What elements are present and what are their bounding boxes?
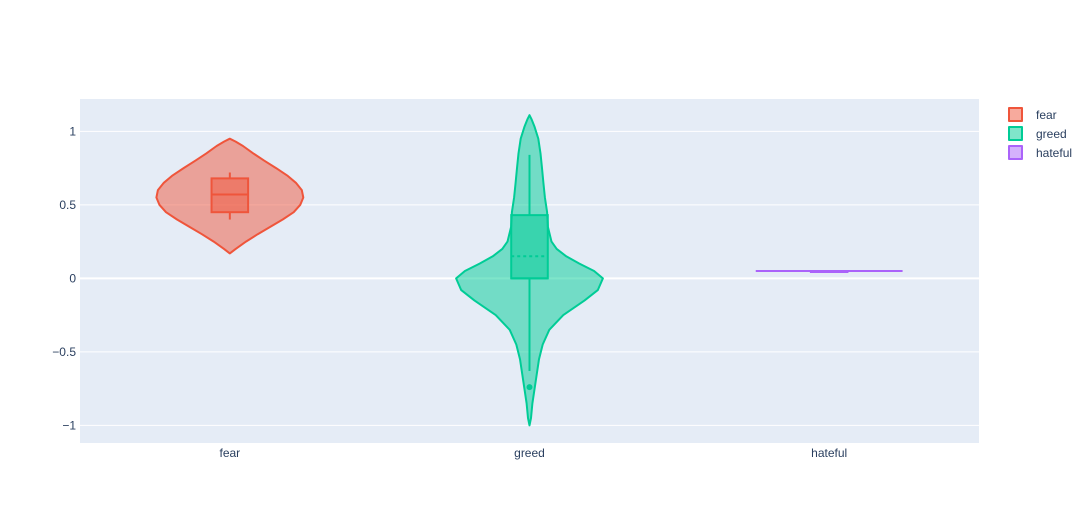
y-tick-label: 1 bbox=[69, 124, 76, 138]
box bbox=[510, 214, 549, 280]
outlier-point[interactable] bbox=[526, 384, 533, 391]
x-tick-label: hateful bbox=[811, 446, 847, 460]
legend-item-fear[interactable]: fear bbox=[1008, 105, 1088, 124]
violin-hateful[interactable] bbox=[755, 270, 903, 273]
legend-swatch-greed bbox=[1008, 126, 1023, 141]
x-tick-label: fear bbox=[219, 446, 240, 460]
legend-item-hateful[interactable]: hateful bbox=[1008, 143, 1088, 162]
x-axis-tick-labels: fear greed hateful bbox=[219, 446, 847, 460]
legend: fear greed hateful bbox=[1008, 105, 1088, 162]
y-tick-label: −1 bbox=[62, 418, 76, 432]
y-tick-label: 0.5 bbox=[59, 198, 76, 212]
legend-label: greed bbox=[1036, 126, 1067, 141]
y-tick-label: 0 bbox=[69, 271, 76, 285]
violin-traces[interactable] bbox=[155, 114, 903, 427]
y-axis-tick-labels: 1 0.5 0 −0.5 −1 bbox=[52, 124, 76, 432]
violin-fear[interactable] bbox=[155, 137, 305, 255]
legend-label: fear bbox=[1036, 107, 1057, 122]
legend-item-greed[interactable]: greed bbox=[1008, 124, 1088, 143]
y-tick-label: −0.5 bbox=[52, 345, 76, 359]
legend-swatch-fear bbox=[1008, 107, 1023, 122]
violin-greed[interactable] bbox=[455, 114, 604, 427]
x-tick-label: greed bbox=[514, 446, 545, 460]
legend-label: hateful bbox=[1036, 145, 1073, 160]
legend-swatch-hateful bbox=[1008, 145, 1023, 160]
